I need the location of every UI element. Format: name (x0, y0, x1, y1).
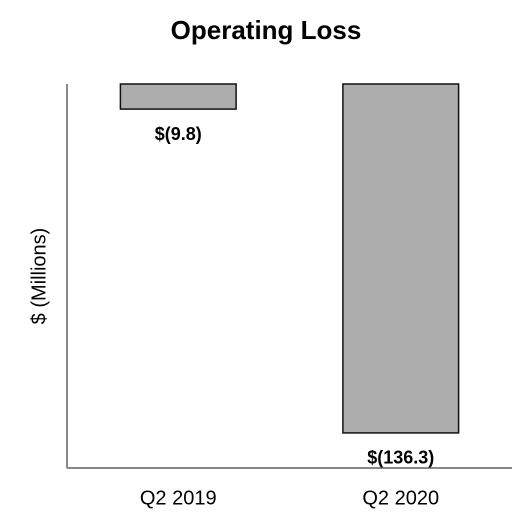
value-label: $(136.3) (367, 448, 434, 468)
bar (342, 83, 460, 434)
bar (119, 83, 237, 110)
chart-title: Operating Loss (171, 15, 362, 45)
x-tick-label: Q2 2020 (362, 487, 439, 509)
y-axis-label: $ (Millions) (28, 228, 50, 325)
value-label: $(9.8) (155, 124, 202, 144)
x-tick-label: Q2 2019 (140, 487, 217, 509)
